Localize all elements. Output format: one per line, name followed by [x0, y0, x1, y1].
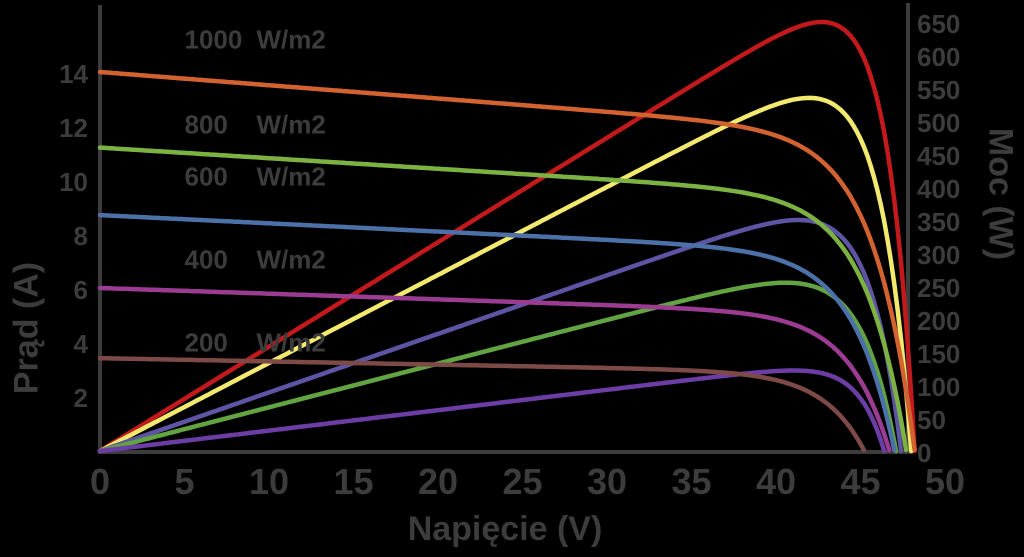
right-tick-label-100: 100 [917, 372, 961, 402]
irradiance-label-1000: 1000 W/m2 [185, 24, 326, 55]
left-tick-label-2: 2 [73, 383, 88, 413]
irradiance-value: 600 [184, 161, 228, 192]
right-tick-label-350: 350 [917, 207, 961, 237]
left-axis-title: Prąd (A) [7, 261, 46, 395]
irradiance-unit: W/m2 [256, 161, 326, 192]
iv-curve-600 [97, 212, 897, 453]
iv-curve-1000 [97, 69, 917, 453]
right-tick-label-450: 450 [917, 141, 961, 171]
left-tick-label-4: 4 [73, 329, 88, 359]
iv-curve-400 [97, 285, 892, 453]
left-tick-label-12: 12 [59, 113, 88, 143]
iv-curve-800 [97, 145, 909, 453]
irradiance-value: 200 [184, 327, 228, 358]
irradiance-label-200: 200 W/m2 [185, 328, 326, 359]
left-tick-label-14: 14 [59, 59, 88, 89]
right-tick-label-650: 650 [917, 9, 961, 39]
right-axis-title: Moc (W) [981, 127, 1020, 261]
irradiance-value: 800 [184, 109, 228, 140]
irradiance-value: 1000 [184, 24, 243, 55]
right-tick-label-500: 500 [917, 108, 961, 138]
pv-curve-200 [97, 368, 887, 454]
left-tick-label-10: 10 [59, 167, 88, 197]
x-tick-label-45: 45 [840, 461, 881, 502]
x-tick-label-0: 0 [89, 461, 111, 502]
right-tick-label-600: 600 [917, 42, 961, 72]
pv-curve-600 [97, 217, 904, 454]
x-tick-label-35: 35 [671, 461, 712, 502]
right-tick-label-150: 150 [917, 339, 961, 369]
x-axis-title: Napięcie (V) [407, 510, 603, 548]
right-tick-label-550: 550 [917, 75, 961, 105]
right-tick-label-250: 250 [917, 273, 961, 303]
x-tick-label-30: 30 [586, 461, 628, 502]
irradiance-unit: W/m2 [256, 244, 326, 275]
x-tick-label-15: 15 [333, 461, 374, 502]
irradiance-value: 400 [184, 244, 228, 275]
right-tick-label-200: 200 [917, 306, 961, 336]
right-tick-label-0: 0 [917, 438, 932, 468]
right-tick-label-50: 50 [917, 405, 946, 435]
left-tick-label-8: 8 [73, 221, 88, 251]
right-tick-label-300: 300 [917, 240, 961, 270]
x-tick-label-20: 20 [417, 461, 459, 502]
x-tick-label-5: 5 [174, 461, 195, 502]
irradiance-unit: W/m2 [256, 24, 326, 55]
irradiance-unit: W/m2 [256, 327, 326, 358]
pv-curve-400 [97, 280, 899, 454]
irradiance-label-400: 400 W/m2 [185, 244, 326, 275]
x-tick-label-25: 25 [502, 461, 543, 502]
right-tick-label-400: 400 [917, 174, 961, 204]
pv-curve-1000 [97, 19, 917, 454]
irradiance-label-800: 800 W/m2 [185, 109, 326, 140]
x-tick-label-50: 50 [924, 461, 966, 502]
irradiance-unit: W/m2 [256, 109, 326, 140]
irradiance-label-600: 600 W/m2 [185, 162, 326, 193]
iv-curve-200 [97, 355, 867, 453]
x-tick-label-10: 10 [248, 461, 290, 502]
pv-curve-800 [97, 95, 914, 454]
left-tick-label-6: 6 [73, 275, 88, 305]
x-tick-label-40: 40 [755, 461, 797, 502]
